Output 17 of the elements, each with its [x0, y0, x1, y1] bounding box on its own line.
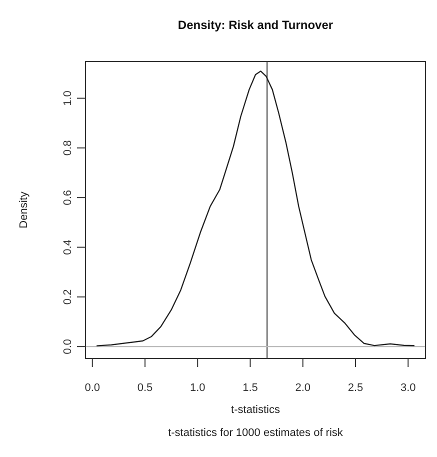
y-tick-label: 0.4	[62, 240, 74, 255]
text: t-statistics for 1000 estimates of risk	[167, 427, 344, 439]
x-tick-label: 1.0	[190, 382, 206, 394]
x-axis-title: t-statistics	[231, 404, 280, 416]
x-tick-label: 3.0	[400, 382, 416, 394]
chart-title: Density: Risk and Turnover	[176, 18, 334, 32]
x-tick-label: 2.0	[295, 382, 311, 394]
y-tick-label: 0.0	[62, 338, 74, 354]
y-tick-label: 0.6	[62, 190, 74, 206]
x-tick-label: 0.5	[137, 382, 153, 394]
x-tick-label: 0.0	[84, 382, 100, 394]
y-tick-label: 0.2	[62, 289, 74, 305]
x-tick-label: 2.5	[348, 382, 364, 394]
y-tick-label: 1.0	[62, 90, 74, 106]
y-tick-label: 0.8	[62, 140, 74, 156]
y-axis-title: Density	[18, 191, 30, 228]
x-tick-label: 1.5	[242, 382, 258, 394]
